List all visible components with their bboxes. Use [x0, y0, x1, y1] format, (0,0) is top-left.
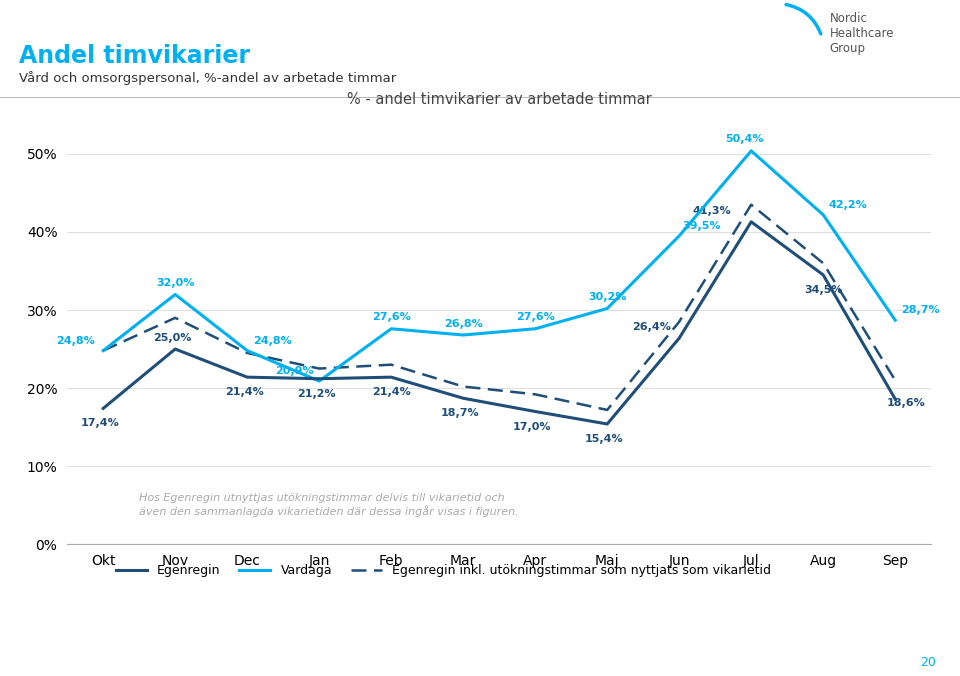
Text: 20: 20 [920, 656, 936, 669]
Text: 30,2%: 30,2% [588, 292, 626, 302]
Text: 18,6%: 18,6% [887, 398, 925, 408]
Text: 41,3%: 41,3% [693, 206, 732, 216]
Text: 27,6%: 27,6% [372, 312, 411, 322]
Text: Nordic
Healthcare
Group: Nordic Healthcare Group [829, 12, 894, 55]
Text: 24,8%: 24,8% [252, 336, 292, 345]
Text: 26,4%: 26,4% [632, 322, 671, 332]
Text: 21,2%: 21,2% [297, 389, 336, 399]
Text: 34,5%: 34,5% [804, 285, 843, 295]
Text: 17,0%: 17,0% [514, 422, 552, 431]
Text: 42,2%: 42,2% [828, 200, 868, 210]
Text: 18,7%: 18,7% [441, 408, 480, 418]
Text: 24,8%: 24,8% [56, 336, 95, 345]
Text: 20,9%: 20,9% [275, 366, 314, 376]
Text: Hos Egenregin utnyttjas utökningstimmar delvis till vikarietid och
även den samm: Hos Egenregin utnyttjas utökningstimmar … [139, 493, 518, 517]
Text: 50,4%: 50,4% [725, 135, 763, 145]
Text: 32,0%: 32,0% [156, 278, 194, 288]
Text: 21,4%: 21,4% [225, 387, 264, 397]
Text: 17,4%: 17,4% [81, 418, 120, 429]
Text: 39,5%: 39,5% [683, 221, 721, 231]
Text: Vård och omsorgspersonal, %-andel av arbetade timmar: Vård och omsorgspersonal, %-andel av arb… [19, 71, 396, 85]
Legend: Egenregin, Vardaga, Egenregin inkl. utökningstimmar som nyttjats som vikarietid: Egenregin, Vardaga, Egenregin inkl. utök… [116, 564, 771, 577]
Text: 26,8%: 26,8% [444, 318, 483, 329]
Text: Andel timvikarier: Andel timvikarier [19, 44, 251, 68]
Text: 27,6%: 27,6% [516, 312, 555, 322]
Title: % - andel timvikarier av arbetade timmar: % - andel timvikarier av arbetade timmar [347, 92, 652, 107]
Text: 21,4%: 21,4% [372, 387, 411, 397]
Text: 25,0%: 25,0% [154, 333, 192, 343]
Text: 15,4%: 15,4% [585, 434, 624, 444]
Text: 28,7%: 28,7% [900, 306, 940, 315]
